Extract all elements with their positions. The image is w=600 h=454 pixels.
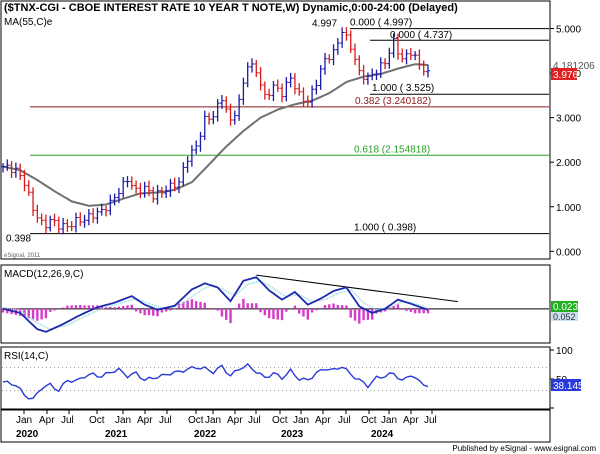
rsi-tag-bg xyxy=(551,379,581,391)
level-label: 1.000 ( 3.525) xyxy=(372,83,434,94)
x-year-label: 2022 xyxy=(194,429,217,440)
price-tick-label: 3.000 xyxy=(556,114,581,125)
x-year-label: 2021 xyxy=(105,429,128,440)
level-label: 0.000 ( 4.737) xyxy=(390,30,452,41)
price-panel-frame xyxy=(0,0,551,260)
macd-tag-bg xyxy=(551,301,578,312)
x-month-label: Jan xyxy=(115,415,131,426)
x-month-label: Jan xyxy=(293,415,309,426)
high-annotation: 4.997 xyxy=(312,19,337,30)
ma-55-line xyxy=(2,63,429,207)
x-month-label: Jul xyxy=(338,415,351,426)
last-close-tag-bg xyxy=(551,68,577,80)
x-axis-months: Jan Apr Jul Oct Jan Apr Jul Oct Jan Apr Jul Oct Jan A… xyxy=(16,410,437,426)
macd-value-tag: 0.023 0.052 xyxy=(551,301,578,322)
macd-tag2-text: 0.052 xyxy=(553,312,576,322)
footer-credit: Published by eSignal - www.esignal.com xyxy=(452,444,596,453)
price-tick-label: 0.000 xyxy=(556,247,581,258)
x-month-label: Apr xyxy=(227,415,243,426)
level-label: 1.000 ( 0.398) xyxy=(354,223,416,234)
x-year-label: 2023 xyxy=(281,429,304,440)
price-tick-label: 2.000 xyxy=(556,158,581,169)
x-month-label: Apr xyxy=(315,415,331,426)
price-tick-label: 1.000 xyxy=(556,203,581,214)
x-month-label: Oct xyxy=(272,415,288,426)
level-label: 0.382 (3.240182) xyxy=(355,96,431,107)
x-month-label: Jul xyxy=(159,415,172,426)
macd-trend-line xyxy=(256,274,459,303)
price-bars xyxy=(1,27,430,235)
x-month-label: Jul xyxy=(248,415,261,426)
x-month-label: Apr xyxy=(137,415,153,426)
macd-tag2-bg xyxy=(551,312,578,321)
x-axis-frame xyxy=(0,409,551,443)
macd-line xyxy=(2,276,429,333)
x-month-label: Jan xyxy=(16,415,32,426)
x-month-label: Jan xyxy=(381,415,397,426)
rsi-panel-frame xyxy=(0,346,551,410)
low-annotation: 0.398 xyxy=(6,234,31,245)
x-month-label: Oct xyxy=(89,415,105,426)
rsi-value-tag: 38.145 xyxy=(551,379,584,392)
watermark: eSignal, 2011 xyxy=(4,253,41,259)
x-month-label: Oct xyxy=(188,415,204,426)
level-label: 0.618 (2.154818) xyxy=(354,144,430,155)
level-label: 0.000 ( 4.997) xyxy=(350,18,412,29)
rsi-line xyxy=(2,362,429,400)
x-month-label: Jul xyxy=(424,415,437,426)
x-month-label: Apr xyxy=(39,415,55,426)
chart-title: ($TNX-CGI - CBOE INTEREST RATE 10 YEAR T… xyxy=(4,2,458,14)
rsi-label: RSI(14,C) xyxy=(4,351,48,362)
x-month-label: Jan xyxy=(205,415,221,426)
x-month-label: Apr xyxy=(403,415,419,426)
rsi-tick-label: 100 xyxy=(556,346,573,357)
ma-indicator-label: MA(55,C)e xyxy=(4,17,53,28)
macd-tag-text: 0.023 xyxy=(553,302,578,313)
ma-value-text: 4.181206 xyxy=(553,61,595,72)
x-axis-years: 2020 2021 2022 2023 2024 xyxy=(16,429,394,440)
x-month-label: Jul xyxy=(61,415,74,426)
macd-label: MACD(12,26,9,C) xyxy=(4,269,83,280)
x-month-label: Oct xyxy=(361,415,377,426)
price-tick-label: 5.000 xyxy=(556,25,581,36)
macd-panel-frame xyxy=(0,264,551,344)
x-year-label: 2020 xyxy=(16,429,39,440)
last-close-tag: 3.976 xyxy=(551,68,578,81)
x-year-label: 2024 xyxy=(371,429,394,440)
ma-value-tag: 4.181206 xyxy=(553,61,595,72)
last-close-text: 3.976 xyxy=(553,70,578,81)
rsi-tag-text: 38.145 xyxy=(553,381,584,392)
